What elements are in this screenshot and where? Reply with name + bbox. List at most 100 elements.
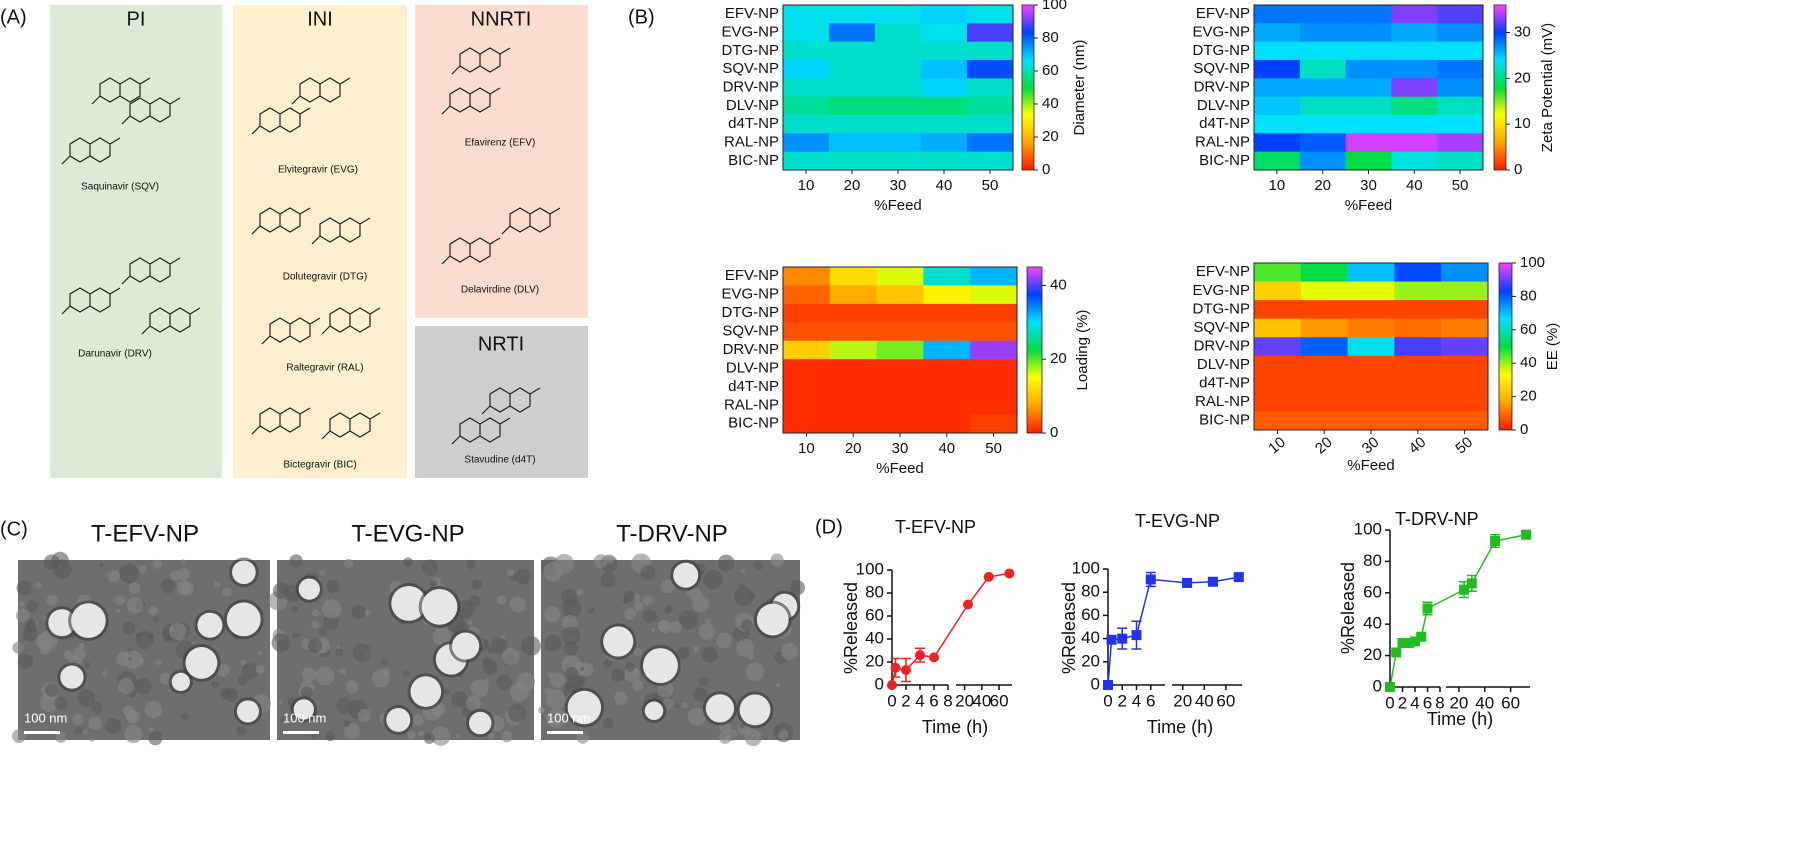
heat-cell bbox=[1300, 355, 1349, 375]
heat-cell bbox=[1394, 300, 1442, 320]
grain bbox=[466, 559, 476, 570]
x-tick-label: 4 bbox=[1410, 693, 1419, 712]
grain bbox=[642, 595, 653, 606]
grain bbox=[549, 672, 566, 688]
heat-cell bbox=[1299, 96, 1347, 116]
heat-cell bbox=[783, 303, 831, 323]
grain bbox=[83, 730, 88, 735]
row-label: DLV-NP bbox=[726, 97, 779, 114]
particle bbox=[421, 588, 458, 625]
heat-cell bbox=[970, 285, 1018, 305]
particle bbox=[603, 626, 634, 657]
y-tick-label: 20 bbox=[865, 651, 884, 670]
grain bbox=[740, 568, 746, 574]
grain bbox=[315, 666, 335, 686]
colorbar-tick-label: 20 bbox=[1520, 388, 1537, 405]
y-tick-label: 100 bbox=[1354, 519, 1382, 538]
grain bbox=[77, 689, 95, 707]
y-tick-label: 0 bbox=[1373, 676, 1382, 695]
data-point bbox=[1385, 682, 1395, 692]
x-tick-label: 10 bbox=[798, 177, 815, 194]
grain bbox=[319, 569, 326, 576]
row-label: BIC-NP bbox=[1199, 412, 1250, 429]
grain bbox=[144, 700, 163, 719]
particle bbox=[71, 603, 106, 638]
grain bbox=[105, 718, 122, 735]
heat-cell bbox=[1391, 133, 1438, 153]
grain bbox=[664, 607, 671, 615]
heat-cell bbox=[875, 133, 922, 153]
grain bbox=[561, 626, 581, 645]
heat-cell bbox=[1299, 23, 1347, 43]
heat-cell bbox=[1394, 263, 1442, 283]
heat-cell bbox=[1254, 60, 1301, 79]
grain bbox=[657, 620, 669, 632]
grain bbox=[487, 647, 494, 654]
grain bbox=[312, 609, 320, 617]
grain bbox=[693, 646, 699, 652]
heat-cell bbox=[1299, 60, 1347, 79]
row-label: DRV-NP bbox=[723, 341, 779, 358]
data-point bbox=[915, 650, 925, 661]
y-tick-label: 60 bbox=[1363, 582, 1382, 601]
grain bbox=[687, 707, 706, 726]
heat-cell bbox=[829, 96, 876, 116]
heat-cell bbox=[921, 96, 968, 116]
heat-cell bbox=[783, 133, 830, 153]
heat-cell bbox=[1254, 374, 1302, 394]
heat-cell bbox=[876, 340, 924, 360]
grain bbox=[74, 726, 83, 735]
y-tick-label: 40 bbox=[1363, 614, 1382, 633]
heat-cell bbox=[783, 96, 830, 116]
grain bbox=[107, 570, 120, 583]
grain bbox=[611, 668, 625, 682]
grain bbox=[418, 730, 424, 737]
grain bbox=[725, 729, 738, 741]
x-tick-label: 6 bbox=[929, 691, 938, 710]
grain bbox=[84, 662, 91, 669]
grain bbox=[465, 695, 481, 711]
y-tick-label: 80 bbox=[1363, 551, 1382, 570]
grain bbox=[357, 708, 371, 722]
grain bbox=[335, 648, 344, 657]
particle bbox=[452, 632, 480, 660]
grain bbox=[162, 636, 169, 643]
image-title: T-EVG-NP bbox=[351, 520, 464, 547]
grain bbox=[484, 678, 489, 683]
grain bbox=[138, 565, 147, 574]
grain bbox=[698, 623, 716, 640]
row-label: BIC-NP bbox=[1199, 152, 1250, 169]
grain bbox=[423, 733, 435, 744]
x-tick-label: 20 bbox=[845, 440, 862, 457]
grain bbox=[180, 559, 186, 564]
y-tick-label: 40 bbox=[865, 628, 884, 647]
particle bbox=[642, 648, 678, 684]
grain bbox=[72, 713, 84, 725]
grain bbox=[633, 647, 643, 657]
heat-cell bbox=[967, 60, 1014, 79]
x-tick-label: 8 bbox=[943, 691, 952, 710]
x-tick-label: 0 bbox=[887, 691, 896, 710]
y-tick-label: 0 bbox=[1091, 674, 1100, 693]
heat-cell bbox=[923, 303, 971, 323]
grain bbox=[225, 688, 239, 702]
grain bbox=[678, 609, 699, 630]
heat-cell bbox=[970, 340, 1018, 360]
heat-cell bbox=[829, 303, 878, 323]
row-label: SQV-NP bbox=[722, 323, 779, 340]
heat-cell bbox=[1345, 5, 1392, 24]
grain bbox=[733, 586, 754, 607]
colorbar-tick-label: 20 bbox=[1514, 69, 1531, 86]
group-box bbox=[415, 326, 588, 478]
colorbar-tick-label: 40 bbox=[1050, 276, 1067, 293]
heat-cell bbox=[1441, 318, 1489, 338]
heat-cell bbox=[967, 151, 1014, 171]
grain bbox=[116, 609, 121, 614]
x-tick-label: 50 bbox=[982, 177, 999, 194]
data-point bbox=[1103, 680, 1113, 690]
grain bbox=[255, 664, 266, 675]
x-tick-label: 40 bbox=[1406, 434, 1430, 458]
heat-cell bbox=[783, 285, 831, 305]
heat-cell bbox=[1347, 300, 1395, 320]
grain bbox=[54, 696, 68, 710]
